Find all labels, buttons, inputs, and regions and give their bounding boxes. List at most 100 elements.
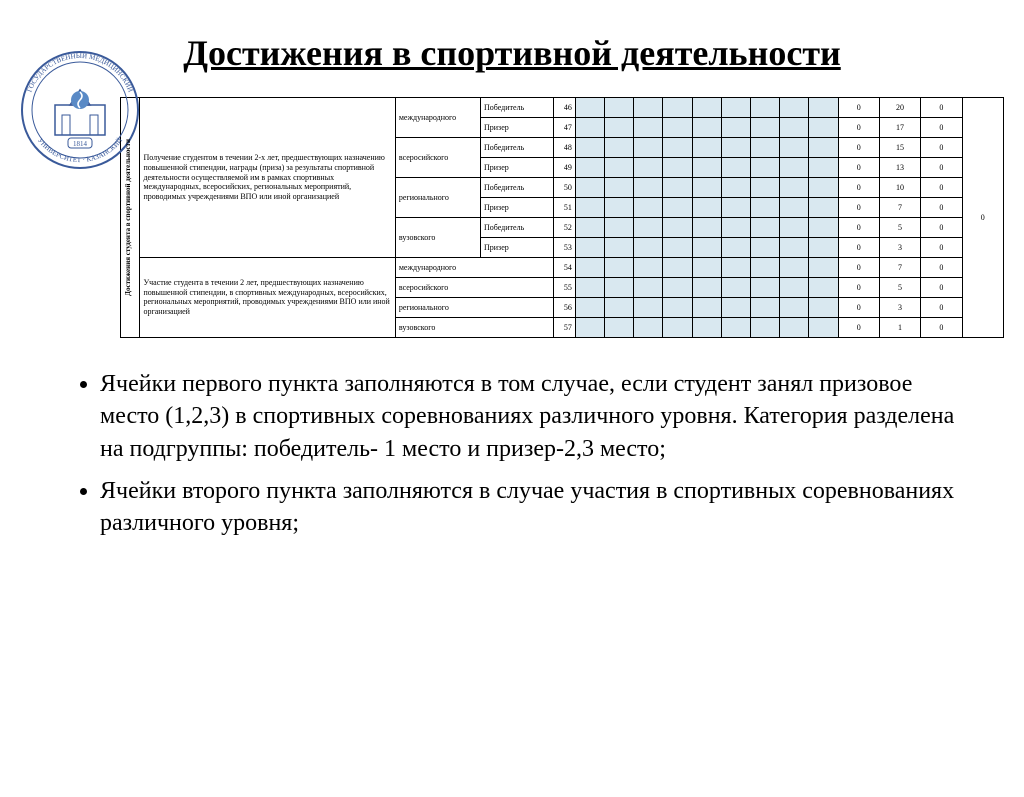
input-cell[interactable] <box>750 257 779 277</box>
input-cell[interactable] <box>721 257 750 277</box>
input-cell[interactable] <box>634 197 663 217</box>
input-cell[interactable] <box>750 217 779 237</box>
input-cell[interactable] <box>809 257 838 277</box>
input-cell[interactable] <box>605 257 634 277</box>
input-cell[interactable] <box>605 177 634 197</box>
input-cell[interactable] <box>721 137 750 157</box>
input-cell[interactable] <box>575 117 604 137</box>
input-cell[interactable] <box>780 117 809 137</box>
input-cell[interactable] <box>721 277 750 297</box>
input-cell[interactable] <box>575 97 604 117</box>
input-cell[interactable] <box>663 117 692 137</box>
input-cell[interactable] <box>575 257 604 277</box>
input-cell[interactable] <box>663 97 692 117</box>
input-cell[interactable] <box>721 317 750 337</box>
input-cell[interactable] <box>750 197 779 217</box>
input-cell[interactable] <box>663 317 692 337</box>
input-cell[interactable] <box>721 117 750 137</box>
input-cell[interactable] <box>780 137 809 157</box>
input-cell[interactable] <box>634 117 663 137</box>
input-cell[interactable] <box>780 157 809 177</box>
input-cell[interactable] <box>663 197 692 217</box>
input-cell[interactable] <box>692 97 721 117</box>
input-cell[interactable] <box>750 97 779 117</box>
input-cell[interactable] <box>663 137 692 157</box>
input-cell[interactable] <box>721 237 750 257</box>
input-cell[interactable] <box>575 317 604 337</box>
input-cell[interactable] <box>605 117 634 137</box>
input-cell[interactable] <box>692 237 721 257</box>
input-cell[interactable] <box>809 177 838 197</box>
input-cell[interactable] <box>780 237 809 257</box>
input-cell[interactable] <box>750 177 779 197</box>
input-cell[interactable] <box>721 97 750 117</box>
input-cell[interactable] <box>575 197 604 217</box>
input-cell[interactable] <box>692 117 721 137</box>
input-cell[interactable] <box>692 137 721 157</box>
input-cell[interactable] <box>809 317 838 337</box>
input-cell[interactable] <box>692 197 721 217</box>
input-cell[interactable] <box>692 177 721 197</box>
input-cell[interactable] <box>634 97 663 117</box>
input-cell[interactable] <box>663 297 692 317</box>
input-cell[interactable] <box>634 277 663 297</box>
input-cell[interactable] <box>634 237 663 257</box>
input-cell[interactable] <box>634 317 663 337</box>
input-cell[interactable] <box>605 237 634 257</box>
input-cell[interactable] <box>634 137 663 157</box>
input-cell[interactable] <box>780 197 809 217</box>
input-cell[interactable] <box>721 297 750 317</box>
input-cell[interactable] <box>721 177 750 197</box>
input-cell[interactable] <box>750 297 779 317</box>
input-cell[interactable] <box>692 257 721 277</box>
input-cell[interactable] <box>692 297 721 317</box>
input-cell[interactable] <box>575 137 604 157</box>
input-cell[interactable] <box>750 277 779 297</box>
input-cell[interactable] <box>750 237 779 257</box>
input-cell[interactable] <box>575 157 604 177</box>
input-cell[interactable] <box>692 317 721 337</box>
input-cell[interactable] <box>780 257 809 277</box>
input-cell[interactable] <box>809 237 838 257</box>
input-cell[interactable] <box>575 177 604 197</box>
input-cell[interactable] <box>721 157 750 177</box>
input-cell[interactable] <box>750 137 779 157</box>
input-cell[interactable] <box>663 237 692 257</box>
input-cell[interactable] <box>809 97 838 117</box>
input-cell[interactable] <box>575 277 604 297</box>
input-cell[interactable] <box>663 157 692 177</box>
input-cell[interactable] <box>750 317 779 337</box>
input-cell[interactable] <box>721 197 750 217</box>
input-cell[interactable] <box>809 217 838 237</box>
input-cell[interactable] <box>809 117 838 137</box>
input-cell[interactable] <box>809 197 838 217</box>
input-cell[interactable] <box>634 217 663 237</box>
input-cell[interactable] <box>575 297 604 317</box>
input-cell[interactable] <box>663 277 692 297</box>
input-cell[interactable] <box>692 277 721 297</box>
input-cell[interactable] <box>750 117 779 137</box>
input-cell[interactable] <box>605 197 634 217</box>
input-cell[interactable] <box>605 277 634 297</box>
input-cell[interactable] <box>605 97 634 117</box>
input-cell[interactable] <box>634 257 663 277</box>
input-cell[interactable] <box>605 137 634 157</box>
input-cell[interactable] <box>663 257 692 277</box>
input-cell[interactable] <box>780 317 809 337</box>
input-cell[interactable] <box>780 177 809 197</box>
input-cell[interactable] <box>809 137 838 157</box>
input-cell[interactable] <box>634 177 663 197</box>
input-cell[interactable] <box>634 297 663 317</box>
input-cell[interactable] <box>780 97 809 117</box>
input-cell[interactable] <box>780 277 809 297</box>
input-cell[interactable] <box>750 157 779 177</box>
input-cell[interactable] <box>780 297 809 317</box>
input-cell[interactable] <box>605 297 634 317</box>
input-cell[interactable] <box>605 217 634 237</box>
input-cell[interactable] <box>605 317 634 337</box>
input-cell[interactable] <box>809 297 838 317</box>
input-cell[interactable] <box>663 217 692 237</box>
input-cell[interactable] <box>721 217 750 237</box>
input-cell[interactable] <box>692 157 721 177</box>
input-cell[interactable] <box>809 277 838 297</box>
